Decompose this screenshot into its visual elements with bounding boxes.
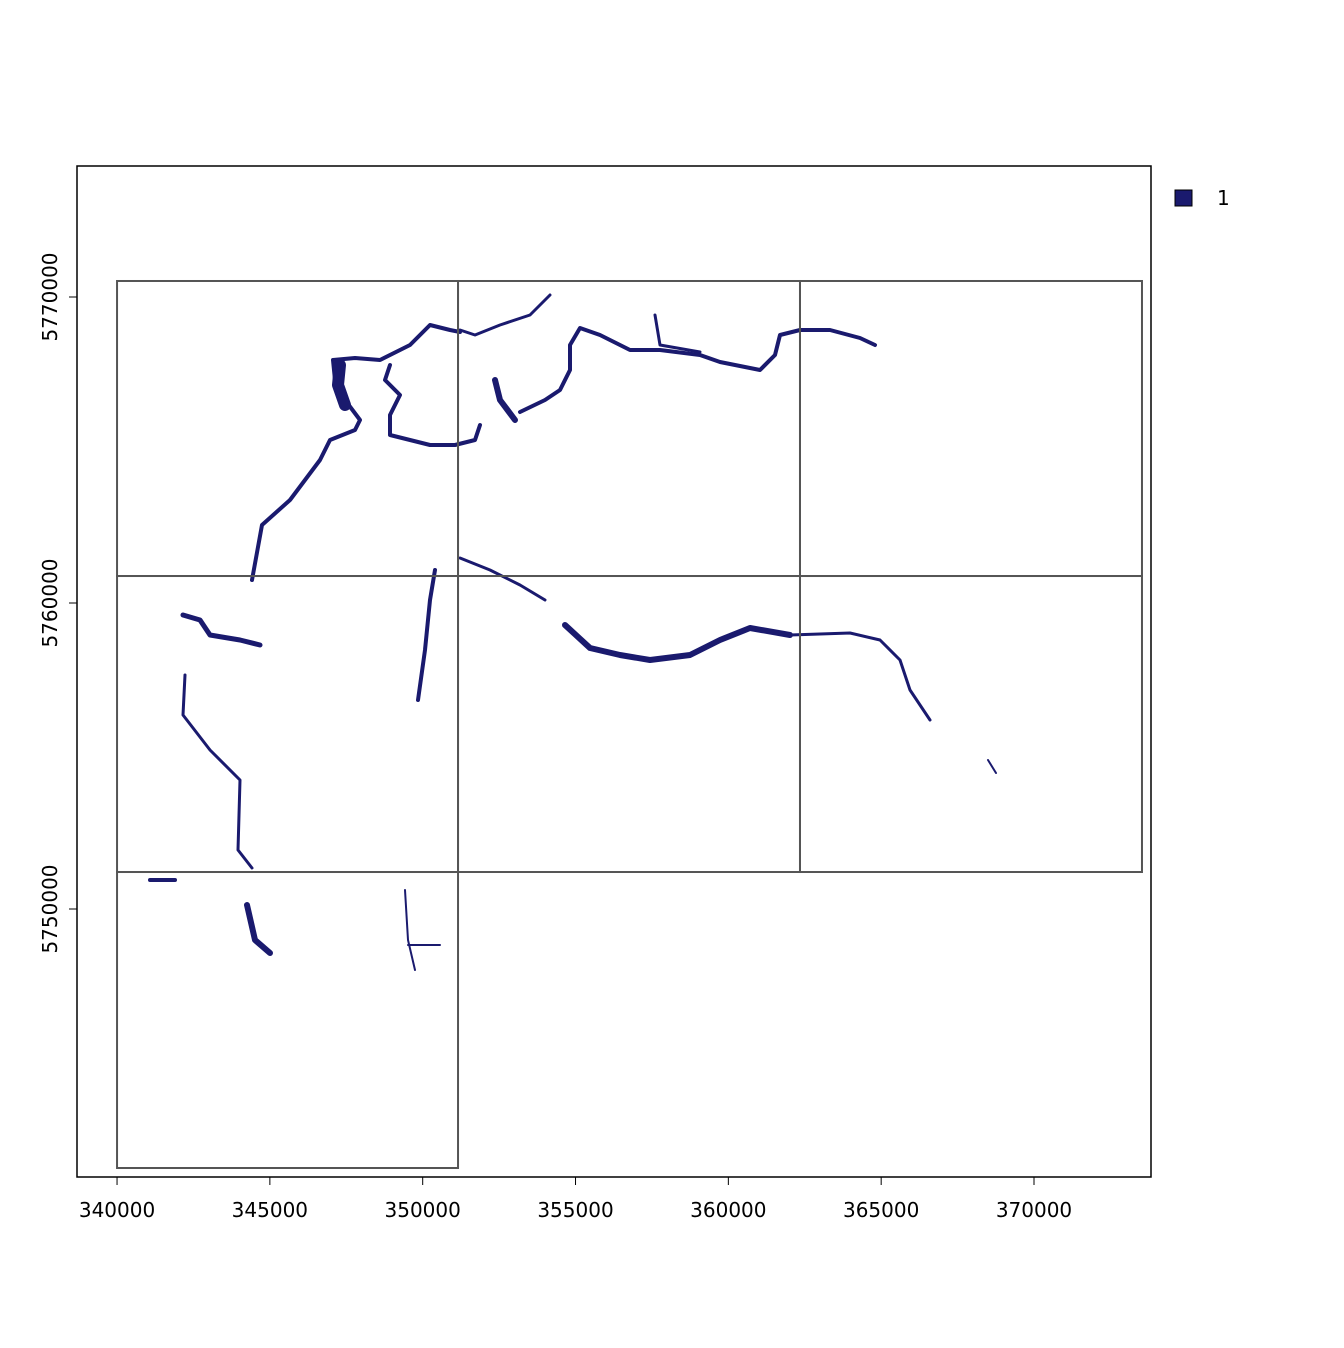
tile — [798, 575, 1143, 874]
legend-label: 1 — [1217, 186, 1230, 210]
x-tick-label: 370000 — [996, 1198, 1072, 1222]
plot-frame — [76, 165, 1152, 1178]
tile — [116, 575, 460, 874]
tile — [116, 871, 460, 1170]
y-tick-label: 5750000 — [38, 864, 62, 953]
water-raster — [148, 293, 997, 971]
y-tick-label: 5770000 — [38, 252, 62, 341]
legend-swatch — [1174, 189, 1193, 207]
tile — [798, 279, 1143, 578]
tile — [116, 279, 460, 578]
y-tick-label: 5760000 — [38, 558, 62, 647]
tile — [457, 279, 801, 578]
x-tick-label: 345000 — [232, 1198, 308, 1222]
x-tick-label: 355000 — [537, 1198, 613, 1222]
x-tick-label: 360000 — [690, 1198, 766, 1222]
x-tick-label: 350000 — [385, 1198, 461, 1222]
x-tick-label: 340000 — [79, 1198, 155, 1222]
x-tick-label: 365000 — [843, 1198, 919, 1222]
tile — [457, 575, 801, 874]
